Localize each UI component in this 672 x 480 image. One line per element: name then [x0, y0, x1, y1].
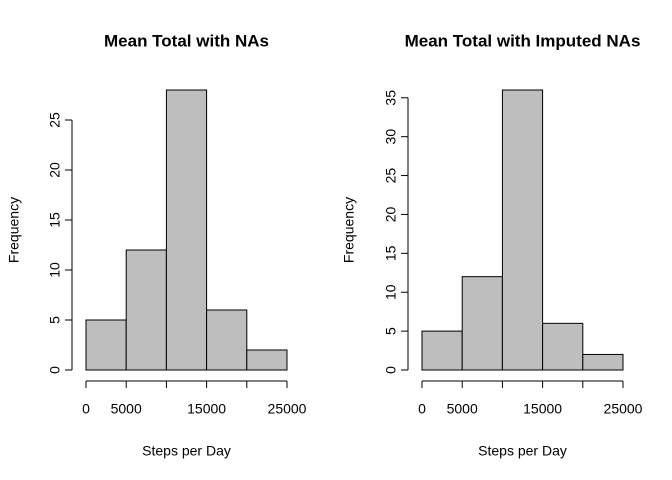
y-tick-label: 25	[383, 168, 399, 184]
x-tick-label: 0	[82, 401, 90, 417]
y-tick-label: 35	[383, 90, 399, 106]
y-tick-label: 20	[383, 206, 399, 222]
chart-title: Mean Total with Imputed NAs	[405, 31, 641, 50]
bar	[165, 89, 208, 371]
y-tick-label: 15	[383, 245, 399, 261]
y-tick-label: 5	[47, 316, 63, 324]
x-axis-label: Steps per Day	[142, 443, 231, 459]
chart-title: Mean Total with NAs	[104, 31, 269, 50]
y-axis-label: Frequency	[6, 197, 22, 263]
bar	[246, 349, 288, 371]
x-tick-label: 25000	[268, 401, 307, 417]
bar	[421, 330, 463, 371]
y-tick-label: 25	[47, 112, 63, 128]
x-tick-label: 5000	[447, 401, 478, 417]
y-tick-label: 15	[47, 212, 63, 228]
bar	[542, 322, 584, 371]
bar	[461, 276, 503, 371]
bar	[85, 319, 127, 371]
y-tick-label: 0	[383, 366, 399, 374]
x-tick-label: 15000	[187, 401, 226, 417]
x-tick-label: 0	[418, 401, 426, 417]
x-tick-label: 25000	[604, 401, 643, 417]
bar	[582, 353, 624, 371]
bar	[501, 89, 544, 371]
y-tick-label: 5	[383, 327, 399, 335]
y-tick-label: 0	[47, 366, 63, 374]
x-axis-label: Steps per Day	[478, 443, 567, 459]
y-axis-label: Frequency	[341, 197, 357, 263]
y-tick-label: 30	[383, 129, 399, 145]
bar	[206, 309, 248, 371]
x-tick-label: 5000	[111, 401, 142, 417]
y-tick-label: 20	[47, 162, 63, 178]
y-tick-label: 10	[47, 262, 63, 278]
x-tick-label: 15000	[523, 401, 562, 417]
bar	[125, 249, 167, 371]
y-tick-label: 10	[383, 284, 399, 300]
